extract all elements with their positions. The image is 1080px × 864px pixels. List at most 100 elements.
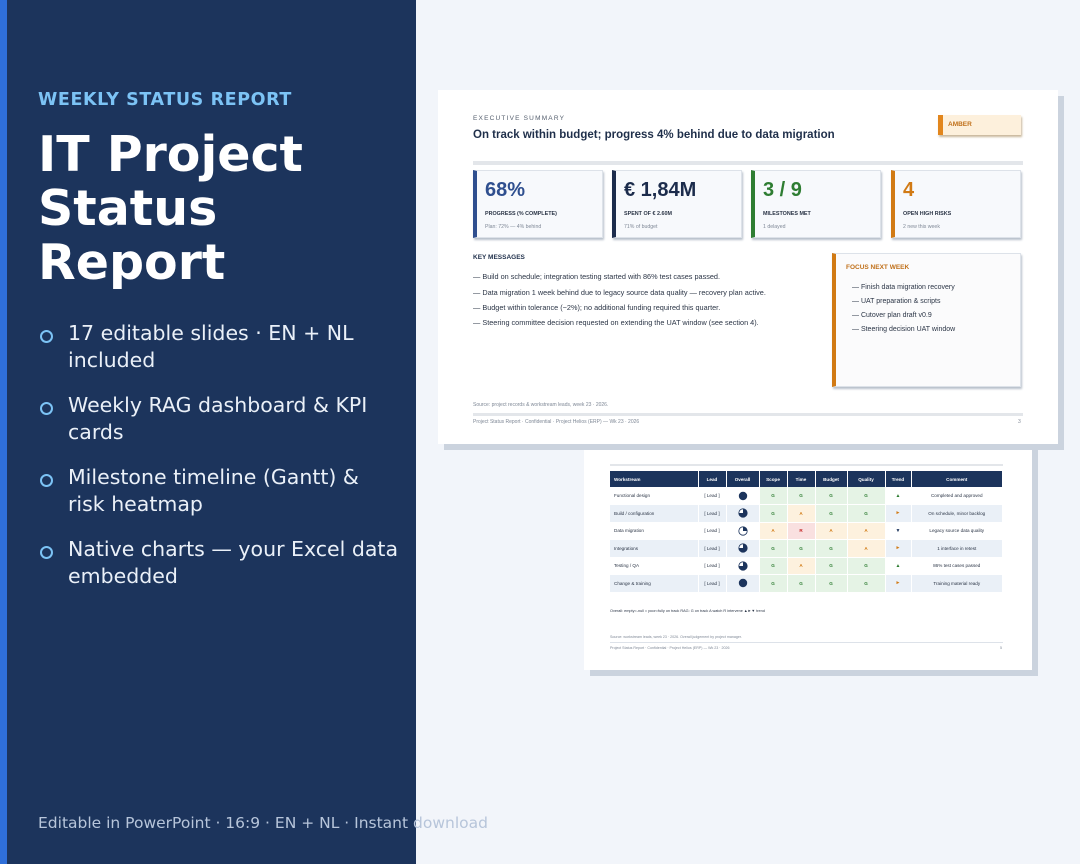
overall-cell <box>726 522 760 540</box>
trend-icon: ► <box>885 504 912 523</box>
rag-budget-cell: G <box>815 487 848 505</box>
rag-scope-cell: G <box>759 487 788 505</box>
rag-table: Workstream Lead Overall Scope Time Budge… <box>610 471 1003 593</box>
kpi-label: OPEN HIGH RISKS <box>903 211 952 217</box>
rag-time-cell: G <box>787 539 816 558</box>
table-row: Data migration[ Lead ] A R A A ▼ Legacy source… <box>610 522 1003 540</box>
harvey-ball-icon <box>738 579 747 588</box>
lead-cell: [ Lead ] <box>698 522 727 540</box>
feature-text: Milestone timeline (Gantt) & risk heatma… <box>68 465 359 516</box>
harvey-ball-icon <box>737 543 748 553</box>
overall-cell <box>726 539 760 558</box>
trend-icon: ► <box>885 539 912 558</box>
column-header: Workstream <box>610 471 699 487</box>
kpi-card-spent: € 1,84M SPENT OF € 2.60M 71% of budget <box>612 170 742 238</box>
rag-scope-cell: G <box>759 574 788 593</box>
feature-item: Native charts — your Excel data embedded <box>38 536 398 590</box>
feature-item: Weekly RAG dashboard & KPI cards <box>38 392 398 446</box>
workstream-cell: Change & training <box>610 574 699 593</box>
rag-budget-cell: G <box>815 539 848 558</box>
trend-icon: ▲ <box>885 487 912 505</box>
kpi-label: SPENT OF € 2.60M <box>624 211 672 217</box>
lead-cell: [ Lead ] <box>698 504 727 523</box>
focus-item: — Finish data migration recovery <box>852 284 955 291</box>
focus-item: — Cutover plan draft v0.9 <box>852 312 932 319</box>
rag-budget-cell: G <box>815 557 848 575</box>
slide-preview-executive-summary: EXECUTIVE SUMMARY On track within budget… <box>438 90 1058 444</box>
rag-budget-cell: G <box>815 504 848 523</box>
slide-source: Source: workstream leads, week 23 · 2026… <box>610 635 742 639</box>
section-label: EXECUTIVE SUMMARY <box>473 115 566 122</box>
feature-list: 17 editable slides · EN + NL included We… <box>38 320 398 608</box>
workstream-cell: Testing / QA <box>610 557 699 575</box>
lead-cell: [ Lead ] <box>698 574 727 593</box>
slide-divider <box>473 413 1023 416</box>
table-legend: Overall: empty=-null = poor=fully on tra… <box>610 609 765 613</box>
feature-text: Weekly RAG dashboard & KPI cards <box>68 393 368 444</box>
kpi-value: 4 <box>903 179 915 201</box>
rag-time-cell: G <box>787 574 816 593</box>
workstream-cell: Integrations <box>610 539 699 558</box>
key-message: — Steering committee decision requested … <box>473 318 759 327</box>
kpi-card-milestones: 3 / 9 MILESTONES MET 1 delayed <box>751 170 881 238</box>
slide-footer: Project Status Report · Confidential · P… <box>610 646 730 650</box>
key-message: — Budget within tolerance (−2%); no addi… <box>473 303 721 312</box>
harvey-ball-icon <box>737 508 748 518</box>
column-header: Trend <box>885 471 912 487</box>
rag-quality-cell: G <box>847 557 886 575</box>
rag-quality-cell: A <box>847 539 886 558</box>
focus-item: — Steering decision UAT window <box>852 326 956 333</box>
slide-source: Source: project records & workstream lea… <box>473 402 609 408</box>
slide-headline: On track within budget; progress 4% behi… <box>473 129 835 141</box>
harvey-ball-icon <box>737 526 748 536</box>
rag-time-cell: A <box>787 504 816 523</box>
kpi-label: PROGRESS (% COMPLETE) <box>485 211 557 217</box>
rag-quality-cell: A <box>847 522 886 540</box>
slide-divider <box>610 464 1003 466</box>
kpi-value: 3 / 9 <box>763 179 802 201</box>
circle-bullet-icon <box>40 474 53 487</box>
column-header: Budget <box>815 471 848 487</box>
column-header: Quality <box>847 471 886 487</box>
status-badge: AMBER <box>938 115 1021 135</box>
overall-cell <box>726 574 760 593</box>
feature-item: Milestone timeline (Gantt) & risk heatma… <box>38 464 398 518</box>
comment-cell: Legacy source data quality <box>911 522 1003 540</box>
key-messages-label: KEY MESSAGES <box>473 254 525 261</box>
table-row: Testing / QA[ Lead ] G A G G ▲ 86% test cases … <box>610 557 1003 575</box>
hero-title: IT Project Status Report <box>38 126 303 291</box>
overall-cell <box>726 504 760 523</box>
slide-divider <box>473 161 1023 165</box>
slide-page-number: 3 <box>1018 419 1021 425</box>
lead-cell: [ Lead ] <box>698 539 727 558</box>
rag-quality-cell: G <box>847 504 886 523</box>
rag-scope-cell: G <box>759 504 788 523</box>
feature-item: 17 editable slides · EN + NL included <box>38 320 398 374</box>
table-header-row: Workstream Lead Overall Scope Time Budge… <box>610 471 1003 487</box>
circle-bullet-icon <box>40 330 53 343</box>
workstream-cell: Data migration <box>610 522 699 540</box>
lead-cell: [ Lead ] <box>698 557 727 575</box>
slide-preview-rag-table: Workstream Lead Overall Scope Time Budge… <box>584 438 1032 670</box>
comment-cell: On schedule, minor backlog <box>911 504 1003 523</box>
kpi-card-progress: 68% PROGRESS (% COMPLETE) Plan: 72% — 4%… <box>473 170 603 238</box>
overall-cell <box>726 487 760 505</box>
column-header: Time <box>787 471 816 487</box>
table-row: Functional design[ Lead ] G G G G ▲ Completed … <box>610 487 1003 505</box>
focus-title: FOCUS NEXT WEEK <box>846 264 910 271</box>
kpi-label: MILESTONES MET <box>763 211 811 217</box>
slide-page-number: 5 <box>1000 646 1002 650</box>
kpi-value: € 1,84M <box>624 179 697 201</box>
kpi-subtext: 1 delayed <box>763 224 786 230</box>
column-header: Lead <box>698 471 727 487</box>
rag-budget-cell: A <box>815 522 848 540</box>
harvey-ball-icon <box>737 561 748 571</box>
slide-divider <box>610 642 1003 643</box>
rag-time-cell: G <box>787 487 816 505</box>
column-header: Scope <box>759 471 788 487</box>
comment-cell: Training material ready <box>911 574 1003 593</box>
rag-scope-cell: A <box>759 522 788 540</box>
table-row: Integrations[ Lead ] G G G A ► 1 interface in … <box>610 539 1003 558</box>
rag-scope-cell: G <box>759 539 788 558</box>
feature-text: 17 editable slides · EN + NL included <box>68 321 354 372</box>
